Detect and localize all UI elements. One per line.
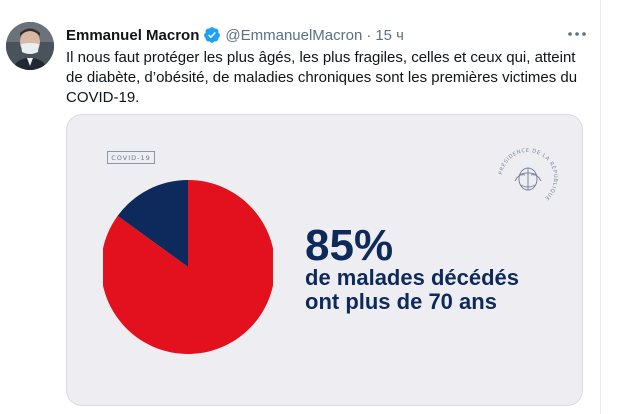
caption-line-1: de malades décédés [305,265,520,290]
tweet-timestamp[interactable]: 15 ч [375,26,404,44]
tweet-header: Emmanuel Macron @EmmanuelMacron · 15 ч [66,25,404,45]
separator-dot: · [366,26,372,44]
tweet[interactable]: Emmanuel Macron @EmmanuelMacron · 15 ч I… [0,0,600,414]
tweet-text: Il nous faut protéger les plus âgés, les… [66,49,578,106]
author-name[interactable]: Emmanuel Macron [66,26,200,44]
headline-value: 85% [305,221,394,270]
pie-slice-2 [117,180,188,267]
author-handle[interactable]: @EmmanuelMacron [225,26,363,44]
caption-line-2: ont plus de 70 ans [305,289,497,314]
covid-tag: COVID-19 [107,151,155,164]
presidency-seal-icon: PRÉSIDENCE DE LA RÉPUBLIQUE [498,148,558,201]
verified-badge-icon [204,27,221,43]
pie-chart [103,180,273,354]
tweet-image-card[interactable]: COVID-19 85% de malades décédés ont plus… [66,114,583,406]
more-horizontal-icon[interactable] [566,27,588,41]
column-border [600,0,601,414]
avatar[interactable] [6,22,54,70]
avatar-photo-icon [6,22,54,70]
